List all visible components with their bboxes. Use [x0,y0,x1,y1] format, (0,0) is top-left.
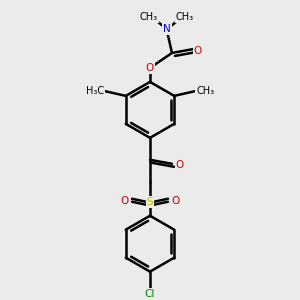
Text: O: O [172,196,180,206]
Text: Cl: Cl [145,289,155,298]
Text: S: S [147,197,153,207]
Text: O: O [146,63,154,73]
Text: H₃C: H₃C [86,86,104,96]
Text: CH₃: CH₃ [140,12,158,22]
Text: O: O [176,160,184,170]
Text: O: O [194,46,202,56]
Text: N: N [163,24,171,34]
Text: CH₃: CH₃ [176,12,194,22]
Text: CH₃: CH₃ [196,86,214,96]
Text: O: O [120,196,128,206]
